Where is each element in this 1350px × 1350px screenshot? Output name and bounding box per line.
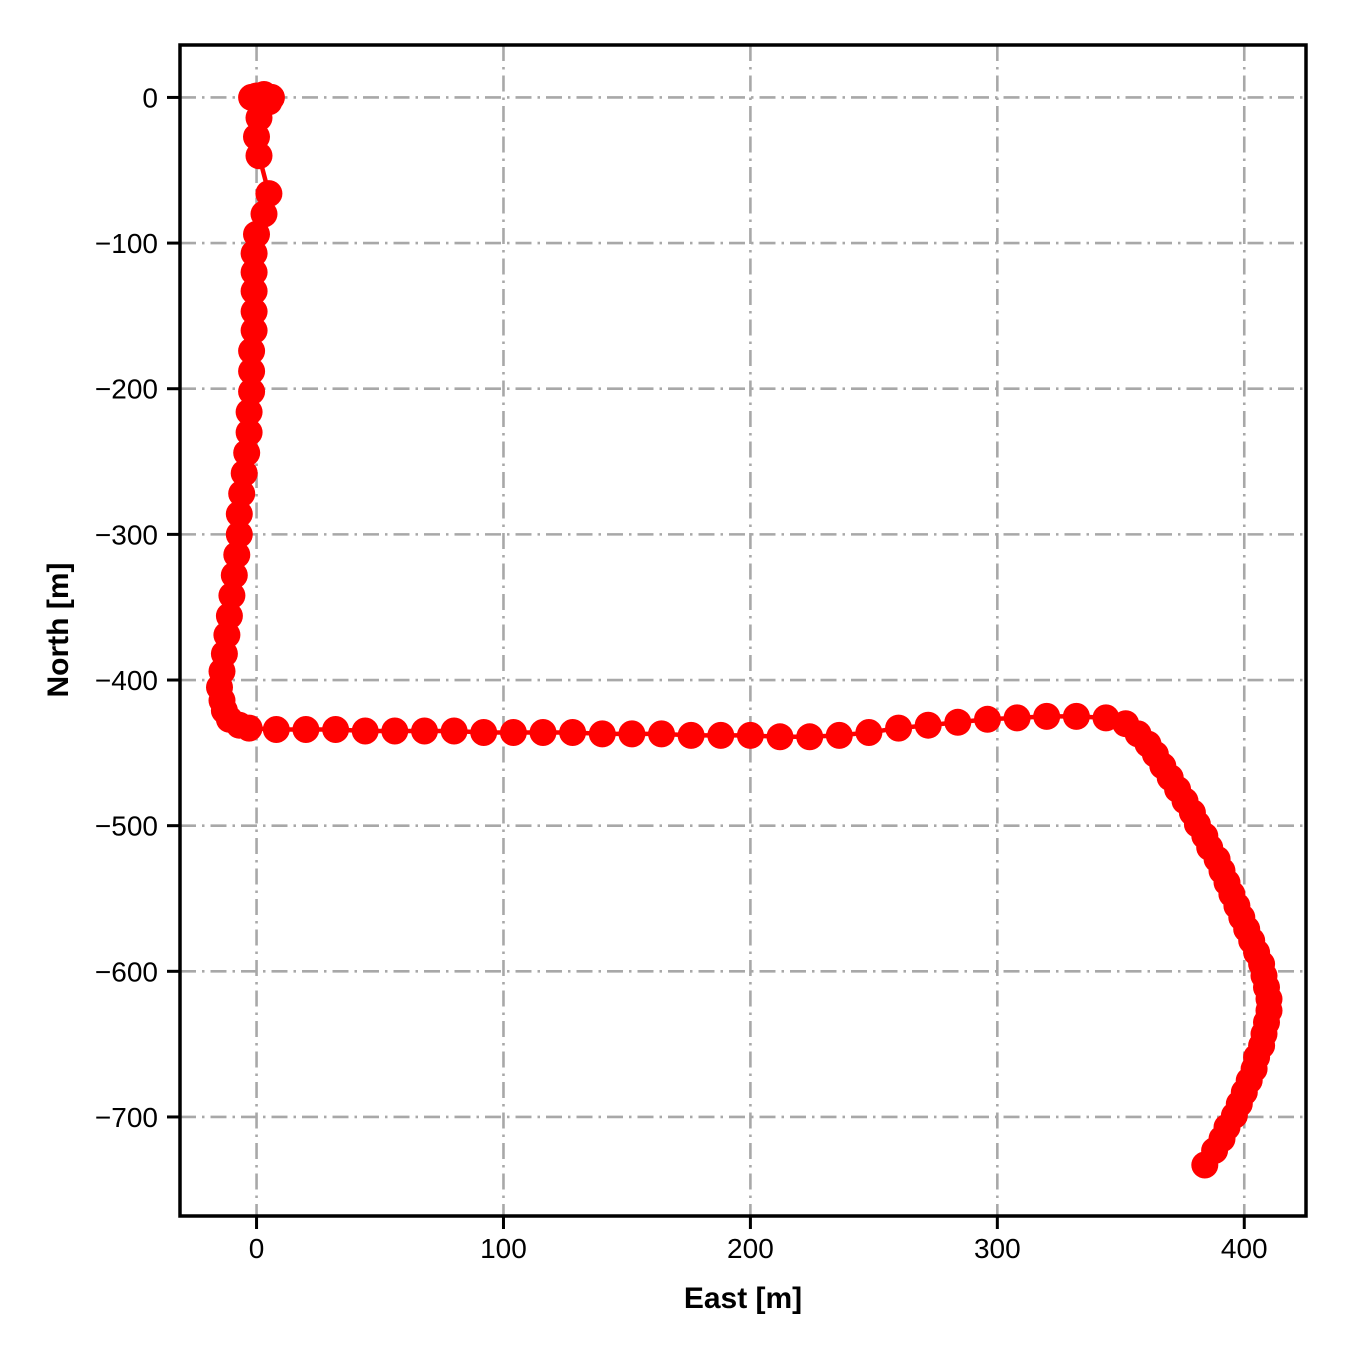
trajectory-point-marker <box>235 398 263 426</box>
trajectory-point-marker <box>529 719 557 746</box>
trajectory-point-marker <box>1003 704 1031 732</box>
trajectory-point-marker <box>218 582 246 609</box>
x-tick-label: 200 <box>727 1233 774 1264</box>
y-tick-label: −600 <box>95 956 158 987</box>
trajectory-point-marker <box>470 719 498 746</box>
x-axis-label: East [m] <box>684 1282 802 1315</box>
trajectory-point-marker <box>235 714 263 742</box>
y-tick-label: −100 <box>95 228 158 259</box>
trajectory-point-marker <box>230 459 258 487</box>
trajectory-point-marker <box>914 711 942 739</box>
trajectory-point-marker <box>885 714 913 742</box>
trajectory-point-marker <box>238 357 266 385</box>
spine-layer <box>178 43 1308 1218</box>
tick-layer: 0 100 200 300 400 0 −100 −200 −300 −400 −500 −600 −7… <box>95 82 1268 1264</box>
trajectory-line <box>217 92 1272 1167</box>
trajectory-point-marker <box>411 717 438 745</box>
trajectory-point-marker <box>766 723 794 751</box>
trajectory-point-marker <box>240 258 268 286</box>
trajectory-point-marker <box>235 418 263 446</box>
trajectory-point-marker <box>944 708 972 736</box>
y-tick-label: −500 <box>95 811 158 842</box>
trajectory-point-marker <box>1062 702 1090 730</box>
x-tick-label: 300 <box>974 1233 1021 1264</box>
y-tick-label: −300 <box>95 519 158 550</box>
trajectory-point-marker <box>559 719 587 746</box>
trajectory-point-marker <box>707 721 735 749</box>
trajectory-point-marker <box>240 317 268 344</box>
trajectory-point-marker <box>796 723 824 751</box>
trajectory-point-marker <box>225 500 253 528</box>
trajectory-point-marker <box>240 277 268 305</box>
trajectory-point-marker <box>1033 702 1061 730</box>
trajectory-point-marker <box>736 721 764 749</box>
trajectory-point-marker <box>250 200 278 228</box>
y-tick-label: −700 <box>95 1102 158 1133</box>
trajectory-point-marker <box>233 439 261 467</box>
trajectory-point-marker <box>648 720 675 748</box>
trajectory-point-marker <box>322 716 350 743</box>
trajectory-point-marker <box>240 298 268 325</box>
trajectory-point-marker <box>292 716 320 743</box>
x-tick-label: 400 <box>1221 1233 1268 1264</box>
trajectory-point-marker <box>220 561 248 589</box>
y-tick-label: −200 <box>95 374 158 405</box>
x-tick-label: 0 <box>249 1233 265 1264</box>
trajectory-point-marker <box>351 717 379 745</box>
x-tick-label: 100 <box>480 1233 527 1264</box>
trajectory-point-marker <box>618 720 646 748</box>
trajectory-point-marker <box>262 716 290 743</box>
grid-layer <box>180 45 1306 1216</box>
trajectory-point-marker <box>240 239 268 267</box>
trajectory-point-marker <box>245 142 273 170</box>
trajectory-point-marker <box>238 337 266 365</box>
trajectory-point-marker <box>228 480 256 508</box>
y-axis-label: North [m] <box>42 563 75 698</box>
trajectory-point-marker <box>255 180 283 208</box>
y-tick-label: 0 <box>142 82 158 113</box>
series-layer <box>206 81 1283 1179</box>
trajectory-point-marker <box>1191 1151 1219 1179</box>
trajectory-point-marker <box>499 719 527 746</box>
trajectory-point-marker <box>855 719 883 746</box>
y-tick-label: −400 <box>95 665 158 696</box>
plot-border <box>178 43 1308 1218</box>
trajectory-point-marker <box>588 720 616 748</box>
trajectory-point-marker <box>825 721 853 749</box>
trajectory-point-marker <box>974 705 1001 733</box>
trajectory-point-marker <box>677 721 705 749</box>
trajectory-point-marker <box>381 717 409 745</box>
trajectory-point-marker <box>238 378 266 406</box>
trajectory-point-marker <box>440 717 468 745</box>
trajectory-point-marker <box>225 520 253 548</box>
trajectory-point-marker <box>223 541 251 569</box>
